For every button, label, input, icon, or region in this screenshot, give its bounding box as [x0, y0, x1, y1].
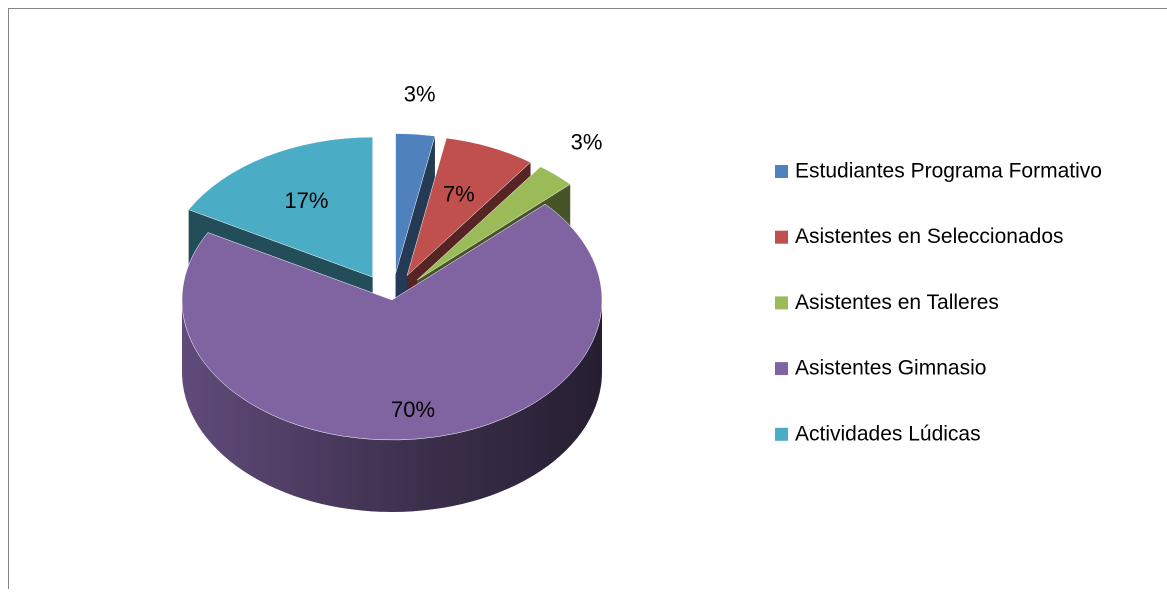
legend-swatch — [775, 231, 788, 244]
data-label: 3% — [404, 81, 436, 106]
data-label: 3% — [571, 130, 603, 155]
legend-label: Asistentes en Seleccionados — [795, 225, 1064, 248]
legend-label: Asistentes en Talleres — [795, 291, 999, 314]
data-label: 17% — [284, 188, 328, 213]
legend-label: Estudiantes Programa Formativo — [795, 160, 1102, 183]
legend-swatch — [775, 362, 788, 375]
data-label: 70% — [391, 397, 435, 422]
legend-swatch — [775, 296, 788, 309]
data-label: 7% — [443, 182, 475, 207]
legend-swatch — [775, 428, 788, 441]
legend-label: Asistentes Gimnasio — [795, 357, 986, 380]
legend-label: Actividades Lúdicas — [795, 422, 981, 445]
legend-swatch — [775, 165, 788, 178]
